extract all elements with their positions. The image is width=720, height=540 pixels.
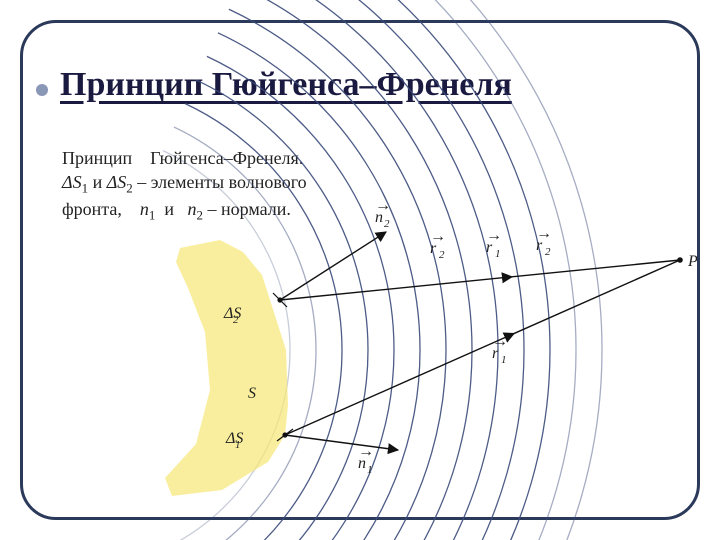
svg-text:2: 2 <box>545 246 551 258</box>
cap-ds1-sub: 1 <box>82 181 88 196</box>
svg-text:r: r <box>430 240 437 257</box>
diagram-svg: PSΔS1ΔS2→n1→n2→r1→r2→r1→r2 <box>150 200 690 500</box>
cap-ds2-sub: 2 <box>126 181 132 196</box>
svg-text:1: 1 <box>235 439 241 451</box>
diagram: PSΔS1ΔS2→n1→n2→r1→r2→r1→r2 <box>150 200 690 500</box>
cap-l2: – элементы волнового <box>137 172 306 192</box>
cap-post: Гюйгенса–Френеля. <box>150 148 303 168</box>
wavefront-surface <box>165 240 288 496</box>
title-wrap: Принцип Гюйгенса–Френеля <box>60 66 670 104</box>
diagram-labels: PSΔS1ΔS2→n1→n2→r1→r2→r1→r2 <box>223 197 698 476</box>
slide-root: Принцип Гюйгенса–Френеля Принцип Гюйгенс… <box>0 0 720 540</box>
svg-text:P: P <box>687 253 698 270</box>
svg-text:2: 2 <box>233 314 239 326</box>
svg-text:1: 1 <box>501 354 507 366</box>
svg-text:n: n <box>358 455 366 472</box>
svg-text:2: 2 <box>439 249 445 261</box>
cap-ds1: ΔS <box>62 172 82 192</box>
svg-text:2: 2 <box>384 218 390 230</box>
svg-text:n: n <box>375 209 383 226</box>
svg-text:r: r <box>536 237 543 254</box>
cap-and: и <box>93 172 107 192</box>
title-bullet <box>36 84 48 96</box>
slide-title: Принцип Гюйгенса–Френеля <box>60 66 670 104</box>
svg-text:r: r <box>486 239 493 256</box>
cap-l3-pre: фронта, <box>62 199 122 219</box>
cap-pre: Принцип <box>62 148 132 168</box>
svg-text:1: 1 <box>367 464 373 476</box>
rays <box>273 232 683 450</box>
svg-text:S: S <box>248 385 256 402</box>
svg-text:r: r <box>492 345 499 362</box>
svg-text:1: 1 <box>495 248 501 260</box>
cap-ds2: ΔS <box>107 172 127 192</box>
